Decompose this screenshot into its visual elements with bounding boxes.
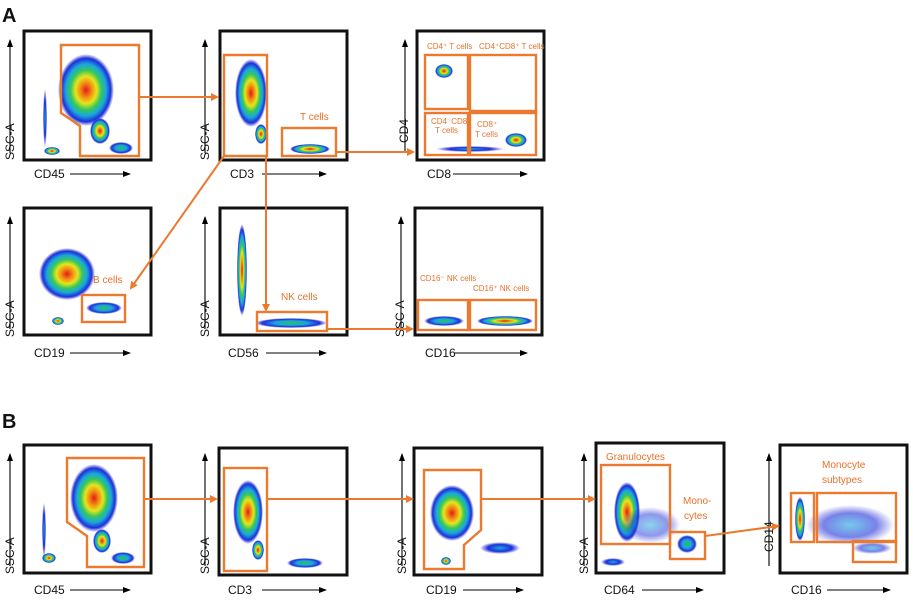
arrows-panel-a bbox=[129, 93, 415, 333]
label-a5-nkcells: NK cells bbox=[281, 292, 318, 303]
plot-b2: CD3 SSC-A bbox=[198, 446, 349, 597]
density-b5 bbox=[795, 497, 894, 554]
xlabel-a1: CD45 bbox=[34, 167, 65, 181]
gate-b2-cd3neg bbox=[222, 466, 269, 573]
ylabel-a3: CD4 bbox=[397, 119, 411, 143]
label-a2-tcells: T cells bbox=[300, 112, 329, 123]
plot-b1: CD45 SSC-A bbox=[3, 443, 153, 597]
xlabel-b1: CD45 bbox=[34, 583, 65, 597]
label-a3-cd4: CD4⁺ T cells bbox=[427, 42, 472, 51]
gate-b4-granulocytes bbox=[599, 463, 672, 546]
plot-b5: Monocyte subtypes CD16 CD14 bbox=[762, 443, 909, 597]
ylabel-b1: SSC-A bbox=[3, 537, 17, 574]
gate-a3-dn bbox=[423, 111, 470, 157]
xlabel-a5: CD56 bbox=[228, 346, 259, 360]
xlabel-b4: CD64 bbox=[604, 583, 635, 597]
label-a6-cd16neg: CD16⁻ NK cells bbox=[420, 274, 476, 283]
gate-a3-cd8 bbox=[468, 111, 538, 157]
density-b3 bbox=[430, 485, 520, 565]
ylabel-a5: SSC-A bbox=[198, 300, 212, 337]
density-b1 bbox=[42, 464, 135, 564]
label-b5-mono-1: Monocyte bbox=[822, 460, 866, 471]
gate-a3-dp bbox=[468, 53, 538, 113]
label-a6-cd16pos: CD16⁺ NK cells bbox=[473, 284, 529, 293]
gate-a5-nkcells bbox=[255, 310, 329, 333]
label-b4-mono-2: cytes bbox=[684, 511, 707, 522]
density-a5 bbox=[237, 224, 327, 328]
gate-a3-cd4 bbox=[423, 53, 470, 111]
xlabel-b2: CD3 bbox=[228, 583, 252, 597]
xlabel-a4: CD19 bbox=[34, 346, 65, 360]
plot-a3: CD4⁺ T cells CD4⁺CD8⁺ T cells CD4⁻CD8⁻ T… bbox=[397, 29, 546, 181]
plot-b3: CD19 SSC-A bbox=[395, 446, 544, 597]
density-b4 bbox=[601, 482, 697, 566]
ylabel-a4: SSC-A bbox=[3, 300, 17, 337]
gate-b1-leukocytes bbox=[65, 456, 146, 569]
plot-a5: NK cells CD56 SSC-A bbox=[198, 206, 349, 360]
ylabel-b2: SSC-A bbox=[198, 537, 212, 574]
label-b5-mono-2: subtypes bbox=[822, 475, 862, 486]
arrows-panel-b bbox=[144, 495, 780, 537]
plot-a6: CD16⁻ NK cells CD16⁺ NK cells CD16 SSC-A bbox=[393, 206, 544, 360]
gate-b4-monocytes bbox=[668, 530, 707, 561]
xlabel-b5: CD16 bbox=[791, 583, 822, 597]
label-a3-dn-1: CD4⁻CD8⁻ bbox=[431, 117, 471, 126]
density-a6 bbox=[424, 316, 533, 326]
label-b4-granulocytes: Granulocytes bbox=[606, 452, 665, 463]
plot-b4: Granulocytes Mono- cytes CD64 SSC-A bbox=[577, 441, 726, 597]
label-a3-cd8-1: CD8⁺ bbox=[477, 120, 497, 129]
xlabel-b3: CD19 bbox=[426, 583, 457, 597]
density-a4 bbox=[39, 248, 122, 325]
label-a3-dp: CD4⁺CD8⁺ T cells bbox=[479, 42, 545, 51]
xlabel-a6: CD16 bbox=[425, 346, 456, 360]
ylabel-a2: SSC-A bbox=[198, 123, 212, 160]
plot-a4: B cells CD19 SSC-A bbox=[3, 206, 153, 360]
gate-a6-cd16pos bbox=[468, 298, 538, 332]
gate-a1-leukocytes bbox=[59, 43, 141, 158]
label-a4-bcells: B cells bbox=[93, 275, 122, 286]
gate-a4-bcells bbox=[80, 293, 127, 324]
xlabel-a3: CD8 bbox=[427, 167, 451, 181]
gate-a2-tcells bbox=[280, 126, 338, 158]
ylabel-a1: SSC-A bbox=[3, 123, 17, 160]
density-a1 bbox=[43, 54, 133, 155]
plot-a1: CD45 SSC-A bbox=[3, 29, 153, 181]
label-a3-cd8-2: T cells bbox=[475, 130, 498, 139]
gate-b5-classical bbox=[789, 491, 816, 544]
label-a3-dn-2: T cells bbox=[435, 126, 458, 135]
label-b4-mono-1: Mono- bbox=[683, 496, 711, 507]
plot-a2: T cells CD3 SSC-A bbox=[198, 29, 349, 181]
density-b2 bbox=[233, 480, 323, 568]
gate-b3-cd19neg bbox=[422, 468, 483, 571]
gate-b5-nonclassical bbox=[851, 539, 898, 564]
xlabel-a2: CD3 bbox=[230, 167, 254, 181]
ylabel-a6: SSC-A bbox=[393, 300, 407, 337]
panel-a-letter: A bbox=[2, 5, 16, 27]
gate-a6-cd16neg bbox=[416, 298, 470, 332]
panel-b-letter: B bbox=[2, 411, 16, 433]
ylabel-b4: SSC-A bbox=[577, 537, 591, 574]
ylabel-b3: SSC-A bbox=[395, 537, 409, 574]
density-a2 bbox=[235, 59, 330, 154]
